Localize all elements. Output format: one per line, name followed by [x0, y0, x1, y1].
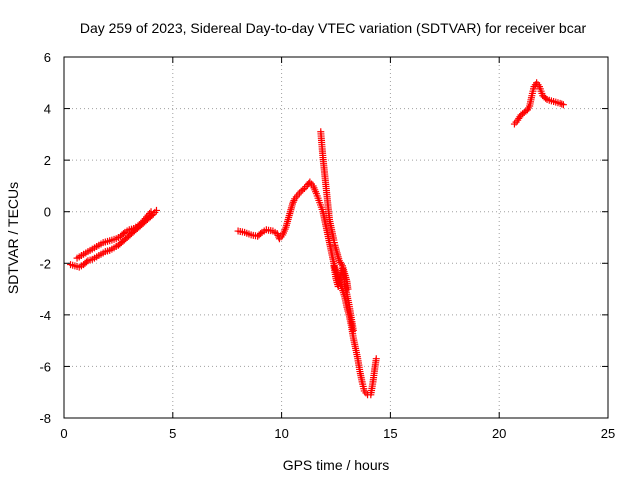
data-point — [82, 258, 90, 266]
y-tick-label: 0 — [44, 205, 51, 220]
y-tick-label: -6 — [39, 359, 51, 374]
data-point — [257, 230, 265, 238]
data-point — [558, 100, 566, 108]
chart-title: Day 259 of 2023, Sidereal Day-to-day VTE… — [80, 20, 587, 36]
y-tick-label: 6 — [44, 50, 51, 65]
data-point — [559, 101, 567, 109]
y-tick-label: -2 — [39, 256, 51, 271]
data-point — [337, 260, 345, 268]
x-tick-label: 15 — [383, 426, 397, 441]
x-tick-label: 20 — [492, 426, 506, 441]
y-tick-label: 4 — [44, 102, 51, 117]
y-tick-label: -8 — [39, 411, 51, 426]
y-tick-label: -4 — [39, 308, 51, 323]
x-tick-label: 10 — [274, 426, 288, 441]
y-axis-label: SDTVAR / TECUs — [5, 182, 21, 294]
data-point — [542, 94, 550, 102]
data-point — [299, 186, 307, 194]
data-point — [273, 230, 281, 238]
data-point — [349, 326, 357, 334]
data-point — [147, 208, 155, 216]
x-tick-label: 0 — [60, 426, 67, 441]
y-tick-label: 2 — [44, 153, 51, 168]
tick-layer: 0 5 10 15 20 25 -8 -6 -4 -2 0 2 4 6 — [39, 50, 615, 441]
data-point — [152, 206, 160, 214]
data-point — [556, 99, 564, 107]
plot-frame — [63, 56, 609, 419]
data-point — [146, 209, 154, 217]
x-axis-label: GPS time / hours — [283, 457, 390, 473]
data-point — [288, 200, 296, 208]
data-point — [119, 230, 127, 238]
data-points — [67, 79, 567, 399]
data-point — [289, 198, 297, 206]
data-point — [290, 197, 298, 205]
x-tick-label: 25 — [601, 426, 615, 441]
data-point — [372, 355, 380, 363]
x-tick-label: 5 — [169, 426, 176, 441]
